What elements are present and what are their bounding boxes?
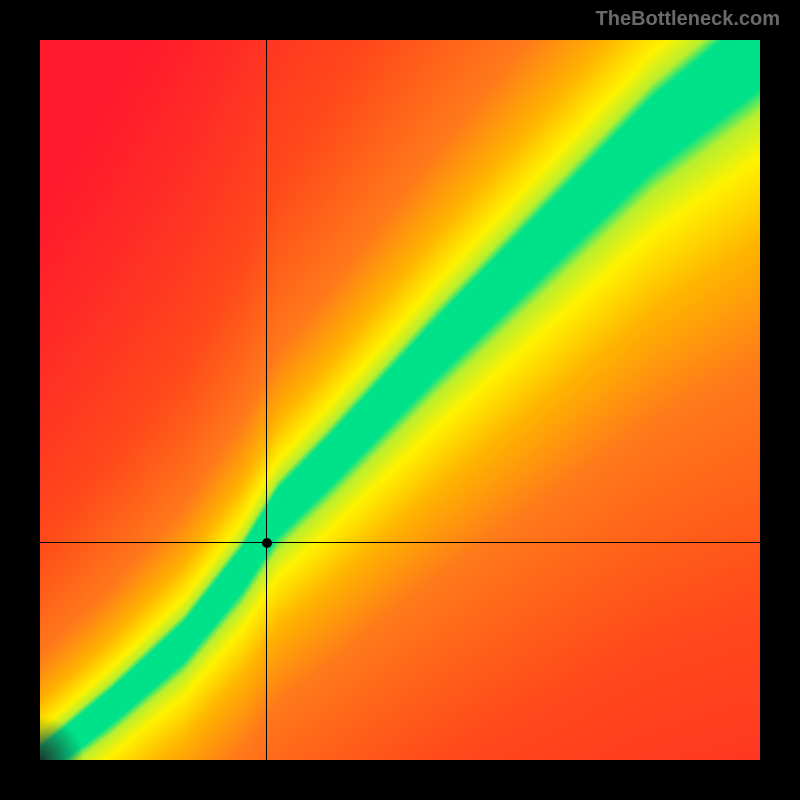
chart-root: { "type": "heatmap", "source_watermark":… [0,0,800,800]
crosshair-horizontal [40,542,760,543]
watermark-text: TheBottleneck.com [596,8,780,31]
selected-data-point [262,538,272,548]
heatmap-plot [40,40,760,760]
crosshair-vertical [266,40,267,760]
heatmap-canvas [40,40,760,760]
